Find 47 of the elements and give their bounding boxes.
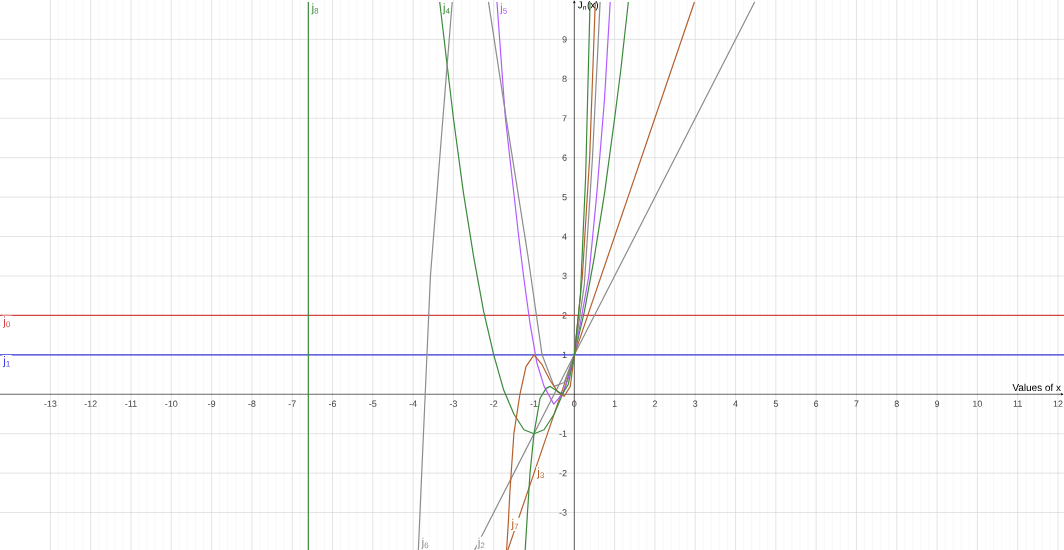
x-tick-label: -9 (208, 400, 216, 407)
x-tick-label: -5 (369, 400, 377, 407)
y-tick-label: 8 (562, 75, 567, 83)
x-tick-label: 9 (934, 400, 940, 407)
x-tick-label: 12 (1053, 400, 1063, 407)
y-tick-label: 7 (562, 115, 567, 122)
y-tick-label: 1 (562, 351, 567, 358)
x-tick-label: 4 (733, 400, 738, 407)
series-label: j$_{6}$ (421, 537, 429, 549)
x-tick-label: -8 (248, 400, 256, 407)
x-tick-label: 10 (973, 400, 982, 407)
y-tick-label: 9 (562, 36, 567, 43)
x-tick-label: 3 (693, 400, 698, 407)
x-tick-label: -7 (288, 400, 296, 407)
series-label: j$_{7}$ (511, 518, 519, 530)
series-label: j$_{4}$ (442, 3, 450, 15)
x-tick-label: -2 (490, 400, 498, 407)
y-tick-label: -1 (559, 430, 567, 437)
x-tick-label: -6 (328, 400, 337, 407)
x-tick-label: 8 (894, 400, 899, 407)
x-tick-label: -13 (44, 400, 57, 407)
series-label: j$_{8}$ (311, 3, 319, 15)
x-tick-label: 11 (1013, 400, 1022, 407)
y-tick-label: 4 (562, 233, 567, 240)
x-tick-label: -4 (409, 400, 417, 407)
x-tick-label: -1 (530, 400, 538, 407)
x-tick-label: -12 (84, 400, 97, 407)
x-tick-label: 2 (652, 400, 657, 407)
y-tick-label: 3 (562, 272, 567, 280)
x-tick-label: -3 (449, 400, 458, 407)
x-tick-label: 1 (612, 400, 617, 407)
x-tick-label: 6 (814, 400, 819, 407)
y-tick-label: -2 (559, 469, 567, 477)
x-axis-title: Values of x (1012, 383, 1061, 392)
y-tick-label: 6 (562, 154, 567, 161)
x-tick-label: -10 (165, 400, 178, 407)
y-tick-label: -3 (559, 509, 567, 516)
series-label: j$_{3}$ (536, 467, 544, 479)
series-label: j$_{2}$ (477, 537, 485, 549)
y-tick-label: 5 (562, 194, 567, 201)
x-tick-label: -11 (125, 400, 137, 407)
series-label: j$_{0}$ (2, 316, 10, 328)
x-tick-label: 7 (854, 400, 859, 407)
x-tick-label: 5 (773, 400, 778, 407)
series-label: j$_{1}$ (2, 356, 10, 368)
series-label: j$_{5}$ (499, 3, 507, 15)
x-tick-label: 0 (572, 400, 577, 407)
